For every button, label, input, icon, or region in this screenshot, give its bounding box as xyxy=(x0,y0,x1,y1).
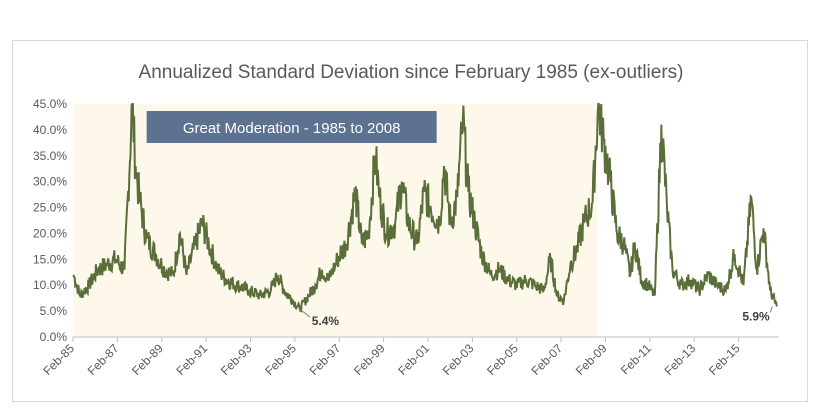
y-tick-label: 45.0% xyxy=(33,97,67,111)
x-tick-label: Feb-87 xyxy=(85,341,122,378)
y-tick-label: 35.0% xyxy=(33,149,67,163)
annotation-label: 5.9% xyxy=(742,309,770,323)
line-chart: Annualized Standard Deviation since Febr… xyxy=(33,62,779,378)
x-tick-label: Feb-97 xyxy=(307,341,344,378)
y-tick-label: 20.0% xyxy=(33,226,67,240)
y-tick-label: 10.0% xyxy=(33,278,67,292)
y-tick-label: 15.0% xyxy=(33,252,67,266)
x-tick-label: Feb-85 xyxy=(40,341,77,378)
annotation-label: 5.4% xyxy=(312,314,340,328)
y-tick-label: 25.0% xyxy=(33,201,67,215)
label-text: Great Moderation - 1985 to 2008 xyxy=(183,120,401,137)
annotations: 5.4% 5.9% xyxy=(299,306,773,328)
x-tick-label: Feb-15 xyxy=(706,341,743,378)
x-tick-label: Feb-07 xyxy=(528,341,565,378)
y-tick-label: 0.0% xyxy=(40,330,68,344)
x-tick-label: Feb-93 xyxy=(218,341,255,378)
annotation-leader xyxy=(299,308,311,318)
x-tick-label: Feb-95 xyxy=(262,341,299,378)
x-tick-label: Feb-11 xyxy=(618,341,654,377)
x-tick-label: Feb-09 xyxy=(573,341,610,378)
annotation-leader xyxy=(769,306,773,313)
label-box xyxy=(146,111,437,143)
chart-frame: Annualized Standard Deviation since Febr… xyxy=(12,40,808,402)
chart-title: Annualized Standard Deviation since Febr… xyxy=(139,62,684,83)
x-axis: Feb-85 Feb-87 Feb-89 Feb-91 Feb-93 Feb-95 Feb-… xyxy=(40,337,743,378)
x-tick-label: Feb-89 xyxy=(129,341,166,378)
great-moderation-label: Great Moderation - 1985 to 2008 xyxy=(146,111,437,143)
y-tick-label: 30.0% xyxy=(33,175,67,189)
y-tick-label: 5.0% xyxy=(40,304,68,318)
x-tick-label: Feb-03 xyxy=(440,341,477,378)
series-line xyxy=(72,103,778,313)
y-tick-label: 40.0% xyxy=(33,123,67,137)
x-tick-label: Feb-05 xyxy=(484,341,521,378)
x-tick-label: Feb-01 xyxy=(395,341,432,378)
x-tick-label: Feb-91 xyxy=(173,341,210,378)
x-tick-label: Feb-13 xyxy=(662,341,699,378)
y-axis: 0.0% 5.0% 10.0% 15.0% 20.0% 25.0% 30.0% 35.0% 40… xyxy=(33,97,67,344)
x-tick-label: Feb-99 xyxy=(351,341,388,378)
